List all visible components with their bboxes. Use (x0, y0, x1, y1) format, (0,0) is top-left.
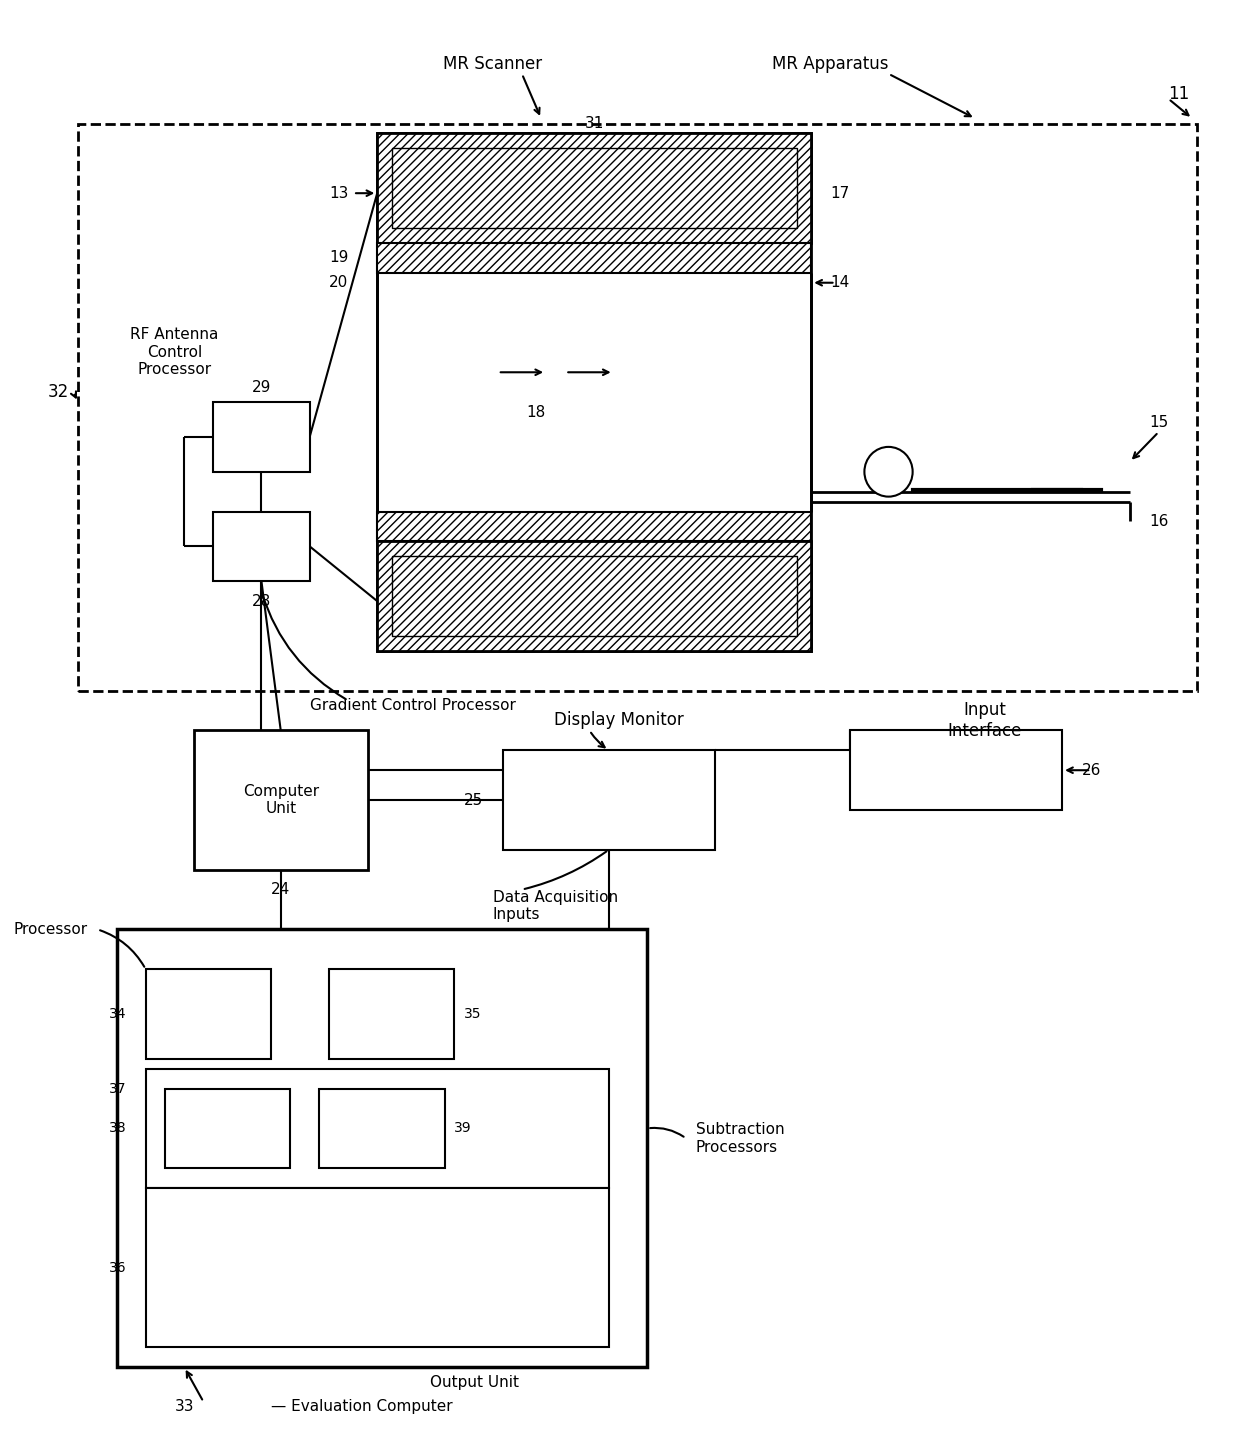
Bar (377, 511, 811, 541)
Text: 36: 36 (109, 1261, 126, 1275)
Text: 13: 13 (329, 186, 348, 200)
Text: 16: 16 (1149, 514, 1168, 529)
Text: 38: 38 (109, 1122, 126, 1135)
Text: 35: 35 (464, 1007, 481, 1020)
Text: MR Apparatus: MR Apparatus (773, 54, 889, 73)
Text: Output Unit: Output Unit (430, 1375, 520, 1390)
Bar (320, 1089, 445, 1168)
Text: Gradient Control Processor: Gradient Control Processor (310, 698, 516, 713)
Text: 31: 31 (584, 116, 604, 132)
Bar (145, 1069, 609, 1188)
Text: 11: 11 (1168, 84, 1189, 103)
Bar (377, 133, 811, 243)
Circle shape (864, 446, 913, 497)
Text: 20: 20 (329, 275, 348, 290)
Bar (392, 557, 797, 635)
Text: RF Antenna
Control
Processor: RF Antenna Control Processor (130, 328, 218, 378)
Bar (213, 402, 310, 472)
Bar (145, 969, 272, 1059)
Text: Input
Interface: Input Interface (947, 701, 1022, 740)
Text: 14: 14 (831, 275, 849, 290)
Text: 25: 25 (464, 793, 484, 807)
Text: 19: 19 (329, 250, 348, 265)
Text: 18: 18 (527, 405, 546, 419)
Bar (165, 1089, 290, 1168)
Text: 34: 34 (109, 1007, 126, 1020)
Bar (849, 730, 1063, 810)
Text: 37: 37 (109, 1082, 126, 1096)
Text: MR Scanner: MR Scanner (444, 54, 543, 73)
Bar (78, 123, 1198, 691)
Text: 32: 32 (47, 384, 68, 401)
Text: 15: 15 (1149, 415, 1168, 429)
Text: 24: 24 (272, 881, 290, 897)
Bar (117, 929, 647, 1367)
Text: Subtraction
Processors: Subtraction Processors (696, 1122, 784, 1155)
Text: 28: 28 (252, 594, 272, 608)
Text: Processor: Processor (14, 922, 88, 937)
Text: 29: 29 (252, 379, 272, 395)
Text: 33: 33 (175, 1400, 195, 1414)
Bar (145, 1188, 609, 1347)
Bar (329, 969, 454, 1059)
Bar (213, 511, 310, 581)
Bar (377, 243, 811, 273)
Text: Computer
Unit: Computer Unit (243, 784, 319, 816)
Text: 26: 26 (1081, 763, 1101, 777)
Text: 39: 39 (454, 1122, 472, 1135)
Bar (377, 133, 811, 651)
Text: Display Monitor: Display Monitor (553, 711, 683, 730)
Bar (377, 541, 811, 651)
Bar (392, 149, 797, 228)
Text: 17: 17 (831, 186, 849, 200)
Text: Data Acquisition
Inputs: Data Acquisition Inputs (494, 890, 618, 922)
Bar (502, 750, 715, 850)
Bar (193, 730, 367, 870)
Text: — Evaluation Computer: — Evaluation Computer (272, 1400, 453, 1414)
